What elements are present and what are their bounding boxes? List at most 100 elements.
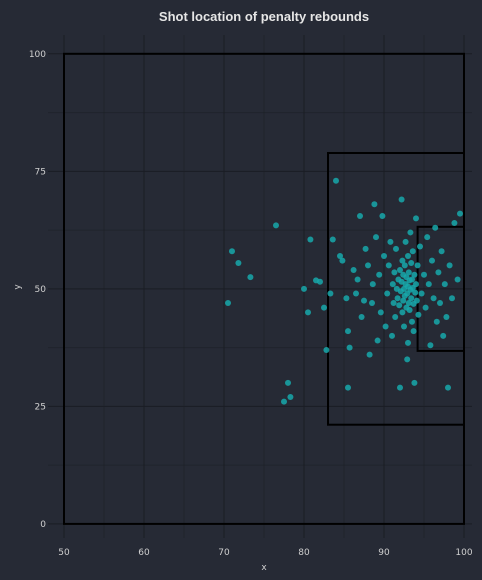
data-point xyxy=(273,222,279,229)
y-tick-label: 25 xyxy=(35,402,46,412)
data-point xyxy=(457,210,463,217)
data-point xyxy=(429,257,435,264)
data-point xyxy=(413,281,419,288)
data-point xyxy=(413,297,420,304)
data-point xyxy=(400,297,407,304)
data-point xyxy=(424,234,431,241)
data-point xyxy=(422,304,429,311)
data-point xyxy=(413,215,419,222)
data-point xyxy=(321,304,327,311)
data-point xyxy=(384,290,391,297)
data-point xyxy=(405,299,412,306)
data-point xyxy=(339,257,346,264)
data-point xyxy=(235,259,242,266)
data-point xyxy=(441,281,448,288)
data-point xyxy=(409,318,415,325)
data-point xyxy=(350,267,357,274)
data-point xyxy=(333,177,339,184)
data-point xyxy=(435,269,442,276)
data-point xyxy=(379,212,386,219)
data-point xyxy=(417,243,423,250)
data-point xyxy=(369,299,375,306)
data-point xyxy=(285,379,291,386)
y-axis-ticks: 0 25 50 75 100 xyxy=(29,50,46,530)
data-point xyxy=(446,262,453,269)
y-tick-label: 50 xyxy=(35,285,47,295)
data-point xyxy=(374,337,381,344)
y-tick-label: 75 xyxy=(35,167,46,177)
data-point xyxy=(281,398,287,405)
data-point xyxy=(405,339,411,346)
data-point xyxy=(451,220,458,227)
data-point xyxy=(411,379,418,386)
data-point xyxy=(409,276,415,283)
six-yard-box-outline xyxy=(416,225,466,352)
data-point xyxy=(425,281,432,288)
y-tick-label: 0 xyxy=(40,520,46,530)
x-tick-label: 70 xyxy=(218,548,230,558)
data-point xyxy=(387,238,394,245)
x-tick-label: 60 xyxy=(138,548,150,558)
data-point xyxy=(307,236,314,243)
x-tick-label: 90 xyxy=(378,548,390,558)
data-point xyxy=(369,281,376,288)
data-point xyxy=(437,299,443,306)
data-point xyxy=(362,245,369,252)
data-point xyxy=(396,302,403,309)
data-point xyxy=(449,295,455,302)
data-point xyxy=(377,309,384,316)
data-point xyxy=(415,311,422,318)
x-tick-label: 80 xyxy=(298,548,310,558)
data-point xyxy=(365,262,371,269)
data-point xyxy=(329,236,336,243)
data-point xyxy=(433,318,440,325)
data-point xyxy=(394,295,401,302)
data-point xyxy=(358,314,365,321)
data-point xyxy=(287,393,294,400)
data-point xyxy=(398,196,405,203)
y-axis-label: y xyxy=(13,284,23,290)
data-point xyxy=(337,252,343,259)
data-point xyxy=(305,309,311,316)
data-point xyxy=(427,342,434,349)
data-point xyxy=(430,295,437,302)
data-point xyxy=(421,271,427,278)
data-point xyxy=(418,290,425,297)
data-point xyxy=(393,245,399,252)
data-point xyxy=(389,332,395,339)
data-point xyxy=(414,262,421,269)
data-point xyxy=(229,248,235,255)
x-tick-label: 50 xyxy=(58,548,70,558)
data-point xyxy=(397,384,403,391)
data-point xyxy=(345,384,351,391)
data-point xyxy=(327,290,334,297)
data-point xyxy=(402,238,409,245)
data-point xyxy=(404,356,411,363)
data-point xyxy=(371,201,378,208)
data-point xyxy=(225,299,231,306)
data-point xyxy=(385,262,392,269)
data-point xyxy=(301,285,307,292)
data-point xyxy=(353,290,359,297)
data-point xyxy=(381,252,387,259)
x-axis-label: x xyxy=(261,563,267,573)
data-point xyxy=(317,278,323,285)
data-point xyxy=(373,234,379,241)
data-point xyxy=(408,259,415,266)
data-point xyxy=(346,344,353,351)
data-point xyxy=(397,267,403,274)
data-point xyxy=(405,269,412,276)
data-point xyxy=(343,295,350,302)
data-point xyxy=(408,295,415,302)
data-point xyxy=(407,229,414,236)
data-point xyxy=(354,276,361,283)
data-point xyxy=(454,276,461,283)
x-tick-label: 100 xyxy=(455,548,472,558)
data-point xyxy=(411,271,418,278)
data-point xyxy=(361,297,367,304)
chart-title: Shot location of penalty rebounds xyxy=(159,9,369,24)
data-point xyxy=(389,281,396,288)
data-point xyxy=(401,323,407,330)
